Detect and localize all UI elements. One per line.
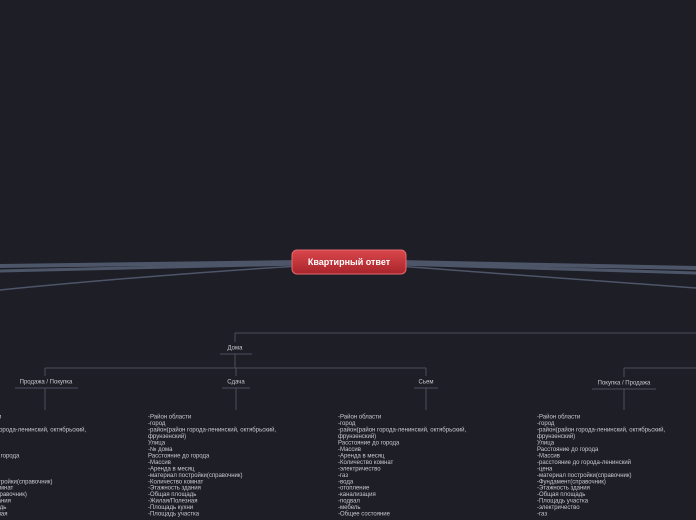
list-item: -Количество комнат [338,460,394,466]
list-item: -Общее состояние [338,512,391,518]
list-item: Улица [537,440,555,446]
list-item: -Массив [338,447,361,453]
main-branches [0,260,696,291]
list-item: -Количество комнат [148,479,204,485]
list-item: -район(район города-ленинский, октябрьск… [338,427,467,434]
list-item: -Этажность здания [148,486,201,492]
list-item: -Фундамент(справочник) [537,479,606,485]
list-item: -Район области [0,414,1,421]
list-item: -вода [338,479,354,485]
list-item: -материал постройки(справочник) [0,478,53,485]
list-item: Расстояние до города [0,453,20,459]
list-item: -Площадь кухни [148,505,193,511]
list-item: -газ [537,512,547,518]
list-item: Улица [148,440,166,446]
central-node[interactable] [291,249,407,275]
branch-label[interactable]: Дома [228,346,244,352]
list-item: -цена [537,466,553,472]
central-label: Квартирный ответ [308,257,391,267]
list-item: -Общая площадь [148,492,196,498]
list-item: -Этажность здания [537,486,590,492]
list-item: -электричество [537,505,580,511]
list-item: -Массив [148,460,171,466]
list-item: -отопление [338,486,370,492]
topic-label[interactable]: Продажа / Покупка [20,380,73,386]
list-item: -Район области [148,414,191,421]
list-item: фрунзенский) [148,433,186,440]
list-item: -материал постройки(справочник) [148,472,243,479]
list-item: -город [148,421,166,427]
connectors [15,332,696,410]
list-item: -Общая площадь [0,505,6,511]
topic-label[interactable]: Сьем [419,380,434,386]
list-item: -район(район города-ленинский, октябрьск… [148,427,277,434]
list-item: -подвал [338,499,360,505]
list-item: -Аренда в месяц [148,466,195,472]
list-item: фрунзенский) [338,433,376,440]
list-item: -расстояние до города-ленинский [537,459,631,466]
list-item: Расстояние до города [537,447,599,453]
list-item: -канализация [338,492,376,498]
list-item: -Количество комнат [0,486,14,492]
list-item: -Общая площадь [537,492,585,498]
list-item: -Площадь участка [148,512,200,518]
list-item: Расстояние до города [148,453,210,459]
list-item: -Этажность здания [0,499,11,505]
list-item: -город [537,421,555,427]
list-item: -Фундамент(справочник) [0,492,27,498]
topic-label[interactable]: Покупка / Продажа [598,381,651,387]
list-item: -мебель [338,505,361,511]
list-item: -район(район города-ленинский, октябрьск… [0,427,87,434]
list-item: -Аренда в месяц [338,453,385,459]
list-item: -№ дома [148,446,173,453]
list-item: -электричество [338,466,381,472]
list-item: -район(район города-ленинский, октябрьск… [537,427,666,434]
topic-label[interactable]: Сдача [227,380,245,386]
list-item: фрунзенский) [537,433,575,440]
list-item: -Массив [537,453,560,459]
list-item: -Район области [338,414,381,421]
list-item: -газ [338,473,348,479]
list-item: -город [338,421,356,427]
list-item: -Район области [537,414,580,421]
list-item: -Жилая/Полезная [148,499,198,505]
list-item: -Жилая/Полезная [0,512,8,518]
list-item: Расстояние до города [338,440,400,446]
list-item: -Площадь участка [537,499,589,505]
list-item: -материал постройки(справочник) [537,472,632,479]
